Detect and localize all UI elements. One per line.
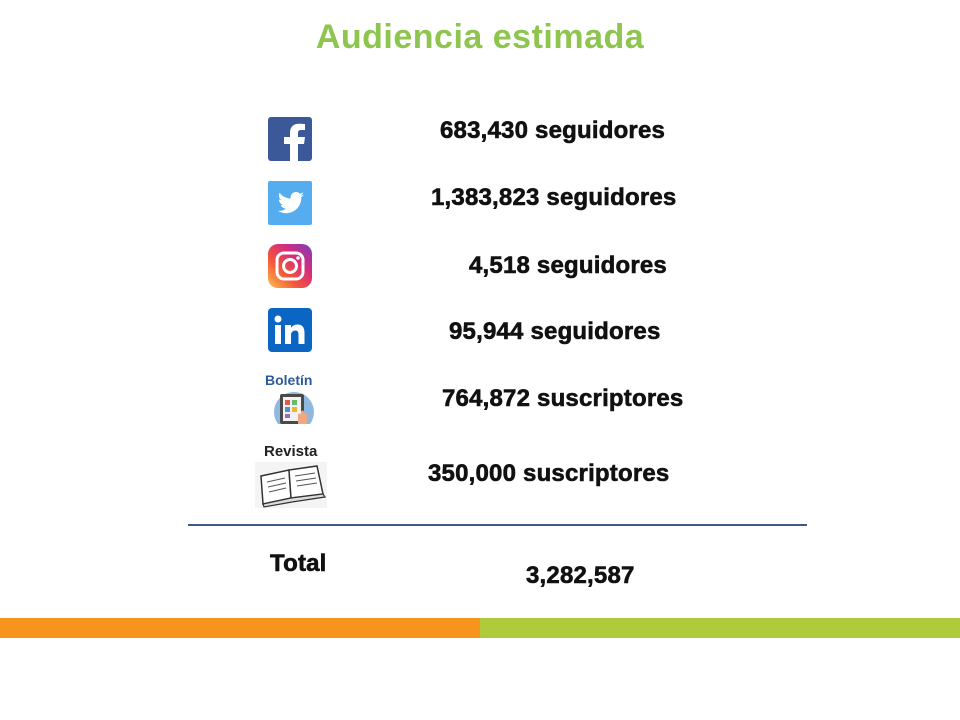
linkedin-icon [268,308,312,352]
magazine-icon [255,462,327,508]
twitter-icon [268,181,312,225]
instagram-followers: 4,518 seguidores [469,252,667,280]
magazine-label: Revista [264,443,318,460]
total-divider [188,524,807,526]
newsletter-icon [272,388,316,424]
footer-bar-orange [0,618,480,638]
twitter-followers: 1,383,823 seguidores [431,184,677,212]
page-title: Audiencia estimada [315,18,645,56]
total-label: Total [270,550,327,578]
footer-bar-green [480,618,960,638]
total-value: 3,282,587 [526,562,635,590]
linkedin-followers: 95,944 seguidores [449,318,661,346]
facebook-followers: 683,430 seguidores [440,117,666,145]
newsletter-subscribers: 764,872 suscriptores [442,385,684,413]
facebook-icon [268,117,312,161]
instagram-icon [268,244,312,288]
newsletter-label: Boletín [265,372,313,388]
magazine-subscribers: 350,000 suscriptores [428,460,670,488]
